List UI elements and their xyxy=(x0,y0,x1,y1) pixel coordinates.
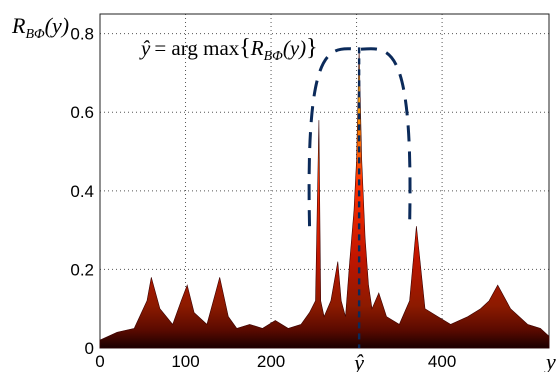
peak-highlight-arc xyxy=(307,47,412,227)
y-tick-label-2: 0.4 xyxy=(70,182,94,201)
y-tick-label-3: 0.6 xyxy=(70,103,94,122)
argmax-annotation: ŷ = arg max{RBΦ(y)} xyxy=(139,35,318,64)
x-tick-label-1: 100 xyxy=(171,352,199,371)
peak-label: ŷ xyxy=(352,350,364,372)
x-axis-label: y xyxy=(544,349,556,372)
grid xyxy=(100,14,549,348)
x-tick-label-0: 0 xyxy=(95,352,104,371)
y-tick-label-0: 0 xyxy=(85,339,94,358)
y-tick-label-4: 0.8 xyxy=(70,25,94,44)
series-area xyxy=(99,49,550,349)
x-tick-labels: 0 100 200 400 xyxy=(95,352,456,371)
y-axis-label: RBΦ(y) xyxy=(11,13,69,42)
y-tick-label-1: 0.2 xyxy=(70,260,94,279)
x-tick-label-4: 400 xyxy=(428,352,456,371)
y-tick-labels: 0 0.2 0.4 0.6 0.8 xyxy=(70,25,94,358)
x-tick-label-2: 200 xyxy=(257,352,285,371)
